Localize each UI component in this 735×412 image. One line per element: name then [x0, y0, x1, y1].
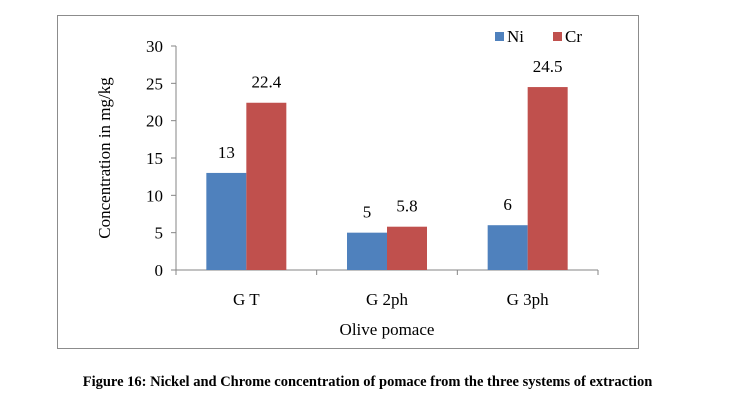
- legend-swatch-cr: [553, 32, 562, 41]
- y-tick-label: 25: [146, 74, 163, 93]
- labels: 0 5 10 15 20 25 30 13 22.4 G T 5 5.8 G 2ph 6 24.5 G 3ph…: [95, 37, 563, 339]
- legend: Ni Cr: [495, 27, 582, 46]
- legend-label-ni: Ni: [507, 27, 524, 46]
- bar-cr-gt: [246, 102, 287, 270]
- bars: [206, 87, 568, 270]
- bar-cr-g2ph: [387, 226, 427, 270]
- bar-cr-g3ph: [527, 87, 568, 270]
- bar-ni-gt: [206, 172, 247, 270]
- y-tick-label: 0: [155, 261, 164, 280]
- x-category-label: G T: [233, 290, 260, 309]
- legend-label-cr: Cr: [565, 27, 582, 46]
- data-label: 24.5: [533, 57, 563, 76]
- y-tick-label: 20: [146, 112, 163, 131]
- y-tick-label: 10: [146, 186, 163, 205]
- data-label: 5: [363, 203, 372, 222]
- y-tick-label: 30: [146, 37, 163, 56]
- legend-swatch-ni: [495, 32, 504, 41]
- y-tick-label: 15: [146, 149, 163, 168]
- data-label: 13: [218, 143, 235, 162]
- x-category-label: G 2ph: [366, 290, 409, 309]
- x-axis-title: Olive pomace: [340, 320, 435, 339]
- figure-caption: Figure 16: Nickel and Chrome concentrati…: [82, 374, 653, 390]
- data-label: 6: [503, 195, 512, 214]
- bar-ni-g3ph: [487, 225, 528, 270]
- y-axis-title: Concentration in mg/kg: [95, 77, 114, 239]
- data-label: 5.8: [396, 197, 417, 216]
- data-label: 22.4: [251, 73, 281, 92]
- x-category-label: G 3ph: [507, 290, 550, 309]
- y-tick-label: 5: [155, 224, 164, 243]
- bar-ni-g2ph: [347, 232, 387, 270]
